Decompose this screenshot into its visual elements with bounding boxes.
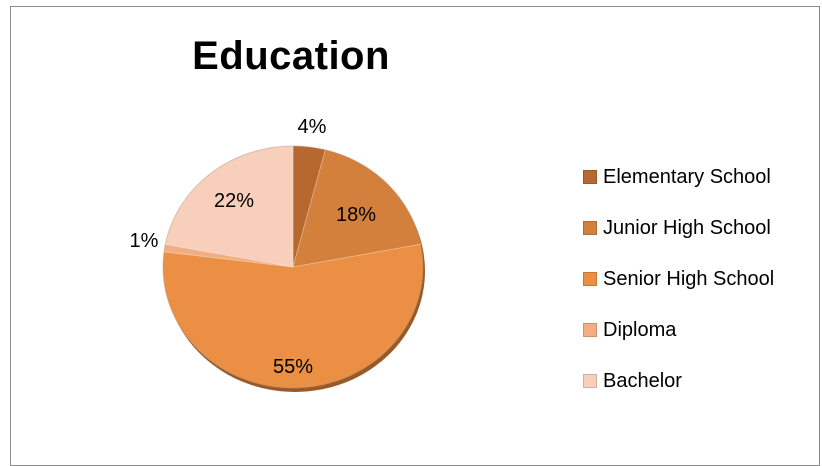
legend-swatch	[583, 323, 597, 337]
pie-slice-bachelor	[164, 145, 294, 268]
legend-item: Senior High School	[583, 266, 774, 292]
legend-label: Senior High School	[603, 267, 775, 290]
legend-swatch	[583, 221, 597, 235]
legend-item: Junior High School	[583, 215, 774, 241]
legend-item: Elementary School	[583, 164, 774, 190]
pie-chart: 4% 18% 55% 1% 22%	[130, 116, 425, 392]
legend-label: Bachelor	[603, 369, 682, 392]
data-label: 18%	[336, 204, 376, 226]
legend-swatch	[583, 272, 597, 286]
legend: Elementary School Junior High School Sen…	[583, 164, 774, 419]
legend-label: Diploma	[603, 318, 677, 341]
legend-item: Diploma	[583, 317, 774, 343]
legend-label: Junior High School	[603, 216, 771, 239]
chart-title: Education	[192, 34, 390, 78]
legend-swatch	[583, 374, 597, 388]
legend-item: Bachelor	[583, 368, 774, 394]
data-label: 4%	[298, 116, 327, 138]
pie-slice-elementary-school	[292, 145, 326, 268]
data-label: 55%	[273, 356, 313, 378]
pie-outline	[162, 145, 424, 389]
legend-label: Elementary School	[603, 165, 771, 188]
legend-swatch	[583, 170, 597, 184]
data-label: 1%	[130, 230, 159, 252]
pie-slice-senior-high-school	[162, 243, 424, 389]
data-label: 22%	[214, 190, 254, 212]
pie-slice-junior-high-school	[292, 149, 422, 268]
pie-slice-diploma	[163, 243, 294, 268]
